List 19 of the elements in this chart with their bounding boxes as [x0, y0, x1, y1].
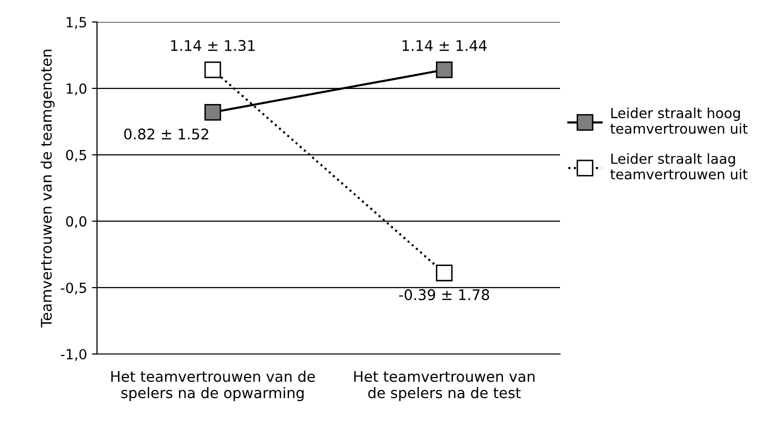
- x-tick-label: Het teamvertrouwen van de spelers na de test: [354, 371, 534, 402]
- y-tick-label: 1,5: [66, 17, 86, 29]
- point: [436, 61, 453, 78]
- data-label: -0.39 ± 1.78: [399, 289, 490, 300]
- y-tick-label: -0,5: [60, 282, 86, 294]
- point: [204, 61, 222, 78]
- point: [436, 264, 453, 282]
- y-axis-title: Teamvertrouwen van de teamgenoten: [40, 50, 55, 328]
- data-label: 1.14 ± 1.31: [171, 40, 255, 52]
- data-label: 1.14 ± 1.44: [402, 40, 487, 51]
- point: [204, 104, 222, 121]
- y-tick-label: 1,0: [66, 83, 86, 96]
- legend-label: Leider straalt laag teamvertrouwen uit: [610, 153, 748, 180]
- y-tick-label: 0,5: [66, 150, 86, 162]
- y-tick-label: -1,0: [60, 348, 86, 361]
- data-label: 0.82 ± 1.52: [124, 128, 208, 140]
- legend-label: Leider straalt hoog teamvertrouwen uit: [610, 108, 748, 134]
- x-tick-label: Het teamvertrouwen van de spelers na de opwarming: [111, 370, 315, 402]
- y-tick-label: 0,0: [66, 216, 86, 228]
